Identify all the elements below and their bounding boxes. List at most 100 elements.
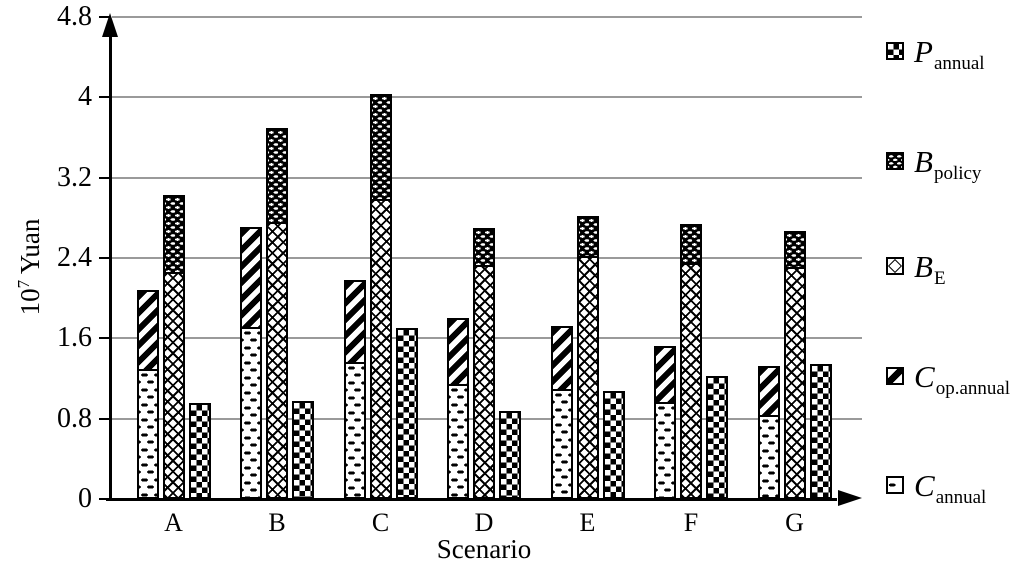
x-tick-label-E: E [579, 508, 596, 537]
bar-segment-B_E [473, 265, 495, 499]
bar-E-0 [550, 326, 573, 499]
bar-segment-C_op.annual [550, 326, 573, 391]
bar-segment-B_policy [266, 128, 288, 224]
legend-label-B_policy: Bpolicy [914, 143, 981, 186]
y-tick-label: 1.6 [57, 322, 92, 353]
bar-B-0 [240, 227, 262, 499]
bar-segment-B_policy [369, 94, 392, 201]
legend-item-C_op.annual: Cop.annual [886, 358, 1010, 401]
bar-segment-C_annual [136, 369, 159, 499]
y-tick-mark [99, 16, 110, 18]
bar-segment-B_policy [783, 231, 806, 269]
bar-B-2 [292, 401, 314, 499]
y-tick-label: 0 [78, 483, 92, 514]
legend-label-C_op.annual: Cop.annual [914, 358, 1010, 401]
bar-segment-B_E [162, 272, 185, 499]
bar-segment-C_op.annual [240, 227, 262, 329]
x-tick-label-G: G [785, 508, 804, 537]
bar-A-2 [188, 403, 211, 499]
x-tick-label-D: D [474, 508, 494, 537]
x-tick-label-F: F [683, 508, 699, 537]
bar-segment-C_annual [550, 389, 573, 499]
legend-swatch-B_policy [886, 152, 904, 170]
legend-label-main: B [914, 249, 933, 284]
bar-G-0 [757, 366, 780, 499]
x-tick-label-B: B [268, 508, 286, 537]
legend-item-P_annual: Pannual [886, 33, 985, 76]
diamond-icon [887, 258, 903, 274]
y-tick-mark [99, 257, 110, 259]
bar-D-1 [473, 228, 495, 499]
bar-segment-P_annual [188, 403, 211, 499]
bar-segment-C_op.annual [343, 280, 366, 364]
legend-item-B_policy: Bpolicy [886, 143, 981, 186]
bar-segment-B_E [266, 222, 288, 499]
bar-F-1 [680, 224, 702, 499]
bar-segment-P_annual [706, 376, 728, 499]
y-tick-label: 4 [78, 81, 92, 112]
y-tick-label: 0.8 [57, 403, 92, 434]
x-tick-label-C: C [371, 508, 390, 537]
y-tick-label: 4.8 [57, 1, 92, 32]
bar-D-0 [447, 318, 469, 499]
bar-F-2 [706, 376, 728, 499]
bar-segment-B_E [680, 263, 702, 499]
legend-label-sub: annual [933, 53, 985, 74]
y-tick-label: 2.4 [57, 242, 92, 273]
legend-label-main: C [914, 468, 935, 503]
bar-segment-C_annual [757, 415, 780, 499]
bar-segment-B_E [783, 267, 806, 499]
legend-swatch-C_op.annual [886, 367, 904, 385]
legend-swatch-C_annual [886, 476, 904, 494]
bar-D-2 [499, 411, 521, 499]
y-tick-mark [99, 177, 110, 179]
bar-segment-B_policy [680, 224, 702, 265]
bar-segment-P_annual [602, 391, 625, 499]
x-axis-arrow-icon [838, 490, 862, 506]
gridline [112, 96, 862, 98]
bar-segment-C_annual [447, 384, 469, 499]
bar-segment-B_E [369, 199, 392, 499]
bar-segment-C_op.annual [447, 318, 469, 386]
bar-segment-C_op.annual [757, 366, 780, 417]
y-tick-mark [99, 418, 110, 420]
bar-segment-B_policy [473, 228, 495, 267]
legend-label-main: C [914, 359, 935, 394]
bar-segment-C_annual [343, 362, 366, 499]
bar-segment-B_policy [162, 195, 185, 274]
bar-B-1 [266, 128, 288, 499]
gridline [112, 177, 862, 179]
bar-segment-P_annual [499, 411, 521, 499]
legend-label-sub: op.annual [935, 378, 1011, 399]
bar-segment-B_E [576, 256, 599, 499]
bar-E-2 [602, 391, 625, 499]
legend-label-sub: policy [933, 163, 982, 184]
bar-C-1 [369, 94, 392, 499]
x-tick-label-A: A [164, 508, 183, 537]
bar-segment-B_policy [576, 216, 599, 258]
legend-label-B_E: BE [914, 248, 946, 291]
legend-swatch-B_E [886, 257, 904, 275]
bar-segment-P_annual [809, 364, 832, 499]
bar-F-0 [654, 346, 676, 499]
x-axis-line [106, 498, 837, 501]
bar-segment-C_annual [240, 327, 262, 499]
y-tick-mark [99, 96, 110, 98]
bar-segment-C_annual [654, 402, 676, 499]
y-tick-mark [99, 337, 110, 339]
bar-segment-C_op.annual [136, 290, 159, 371]
y-axis-line [109, 30, 112, 501]
y-axis-title-exponent: 7 [14, 279, 33, 289]
gridline [112, 16, 862, 18]
legend-label-main: B [914, 144, 933, 179]
bar-G-2 [809, 364, 832, 499]
legend-swatch-P_annual [886, 42, 904, 60]
y-axis-arrow-icon [102, 13, 118, 37]
y-tick-mark [99, 498, 110, 500]
legend-label-main: P [914, 34, 933, 69]
bar-C-2 [395, 328, 418, 499]
legend-item-B_E: BE [886, 248, 946, 291]
y-tick-label: 3.2 [57, 162, 92, 193]
bar-C-0 [343, 280, 366, 499]
bar-segment-P_annual [292, 401, 314, 499]
